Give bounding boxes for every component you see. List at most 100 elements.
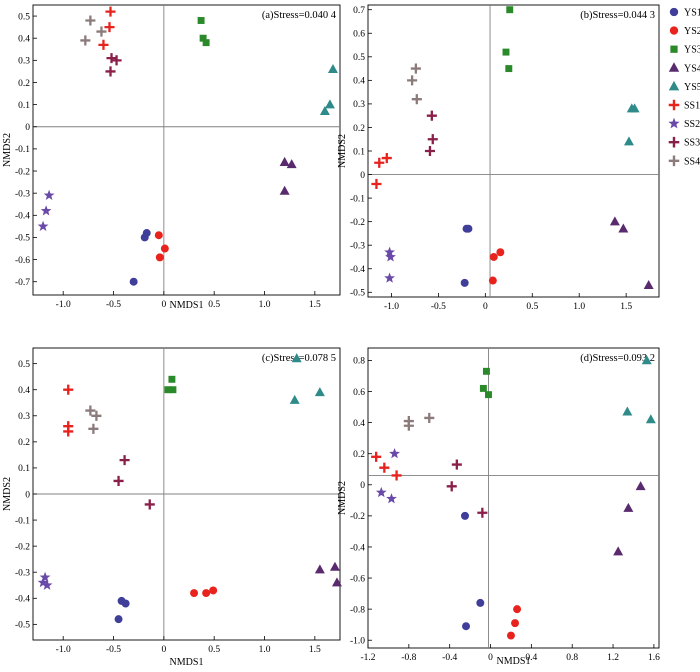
data-point-ys2 — [513, 605, 522, 614]
data-point-ss2 — [386, 493, 397, 504]
data-point-ys5 — [622, 406, 633, 416]
data-point-ys2 — [202, 589, 211, 598]
x-tick-label: 0.5 — [208, 645, 220, 655]
data-point-ys1 — [461, 511, 469, 520]
legend-marker — [670, 45, 678, 53]
plot-frame — [32, 4, 341, 296]
data-point-ss3 — [106, 53, 117, 64]
data-point-ys4 — [279, 185, 290, 195]
data-point-ys3 — [169, 386, 177, 394]
data-point-ss1 — [379, 462, 390, 473]
data-point-ys2 — [506, 631, 515, 640]
data-point-ys1 — [121, 599, 130, 608]
legend-item-ss4: SS4 — [668, 155, 700, 167]
y-tick-label: -1.0 — [350, 637, 365, 647]
y-tick-label: -0.1 — [15, 145, 30, 155]
data-point-ys4 — [635, 481, 646, 491]
y-tick-label: 0.7 — [353, 6, 365, 16]
data-point-ss4 — [411, 94, 422, 105]
legend-item-ss1: SS1 — [668, 99, 700, 112]
data-point-ss4 — [85, 15, 96, 26]
panel-c: -1.0 -0.5 0 0.5 1.0 1.5 -0.5 -0.4 -0.3 -0.2 -0.1 0 0… — [2, 347, 342, 668]
data-point-ss4 — [424, 412, 435, 423]
data-point-ss3 — [119, 455, 130, 466]
x-tick-label: -0.5 — [106, 300, 121, 310]
y-tick-label: -0.1 — [350, 194, 365, 204]
data-point-ss2 — [384, 246, 395, 257]
y-tick-label: -0.4 — [15, 595, 30, 605]
data-point-ys5 — [319, 106, 330, 116]
x-tick-label: -1.0 — [384, 302, 399, 312]
x-tick-label: 1.0 — [259, 300, 271, 310]
data-point-ys4 — [286, 159, 297, 169]
data-point-ss4 — [88, 423, 99, 434]
y-tick-label: -0.5 — [350, 289, 365, 299]
y-tick-label: -0.7 — [15, 278, 30, 288]
data-point-ys1 — [464, 224, 473, 233]
data-point-ss3 — [477, 507, 488, 518]
data-point-ys1 — [142, 229, 151, 238]
x-tick-label: 1.5 — [309, 645, 321, 655]
y-tick-label: -0.6 — [15, 256, 30, 266]
y-tick-label: 0.5 — [18, 360, 30, 370]
data-point-ss3 — [451, 459, 462, 470]
y-axis-label: NMDS2 — [2, 133, 13, 167]
data-point-ss3 — [144, 499, 155, 510]
x-tick-label: 1.6 — [648, 653, 660, 663]
y-tick-label: -0.3 — [350, 241, 365, 251]
data-point-ys2 — [496, 248, 505, 257]
y-tick-label: 0 — [360, 481, 365, 491]
data-point-ys5 — [645, 414, 656, 424]
legend-marker — [668, 80, 680, 91]
x-tick-label: -1.0 — [56, 300, 71, 310]
data-point-ys2 — [209, 586, 218, 595]
x-tick-label: 1.2 — [607, 653, 619, 663]
data-point-ss1 — [98, 39, 109, 50]
legend-marker — [668, 99, 680, 111]
x-tick-label: 0 — [488, 653, 493, 663]
y-tick-label: 0.5 — [353, 53, 365, 63]
x-tick-label: -0.5 — [431, 302, 446, 312]
y-tick-label: -0.3 — [15, 569, 30, 579]
legend-item-ys1: YS1 — [669, 8, 700, 19]
data-point-ss2 — [41, 579, 53, 590]
y-tick-label: 0.1 — [18, 101, 30, 111]
data-point-ss2 — [39, 571, 51, 583]
legend-label: YS2 — [684, 26, 700, 37]
data-point-ss2 — [375, 486, 387, 498]
x-axis-label: NMDS1 — [170, 657, 204, 668]
data-point-ys4 — [618, 223, 629, 233]
x-tick-label: 1.0 — [573, 302, 585, 312]
data-point-ys1 — [462, 622, 471, 631]
data-point-ss1 — [391, 470, 402, 481]
legend-label: SS4 — [684, 156, 700, 167]
x-tick-label: 0 — [161, 300, 166, 310]
data-point-ss4 — [96, 26, 107, 37]
x-axis-label: NMDS1 — [170, 300, 204, 311]
data-point-ys2 — [511, 619, 520, 628]
panel-title: (b)Stress=0.044 3 — [580, 10, 655, 21]
y-tick-label: 0.6 — [353, 388, 365, 398]
x-tick-label: -0.5 — [106, 645, 121, 655]
y-tick-label: -0.4 — [15, 212, 30, 222]
x-tick-label: 0 — [161, 645, 166, 655]
data-point-ys5 — [289, 394, 300, 404]
legend-marker — [669, 26, 679, 35]
data-point-ys5 — [641, 355, 652, 365]
y-tick-label: 0.3 — [353, 100, 365, 110]
panel-a: -1.0 -0.5 0 0.5 1.0 1.5 -0.7 -0.6 -0.5 -0.4 -0.3 -0… — [2, 4, 341, 311]
data-point-ys1 — [114, 615, 123, 624]
x-axis-label: NMDS1 — [497, 656, 531, 667]
data-point-ys5 — [314, 387, 325, 397]
x-tick-label: 1.5 — [309, 300, 321, 310]
y-tick-label: 0.4 — [353, 419, 365, 429]
data-point-ss2 — [389, 448, 400, 459]
data-point-ys1 — [476, 598, 485, 607]
legend-label: YS4 — [684, 63, 700, 74]
legend-item-ss2: SS2 — [668, 117, 700, 130]
panel-d: -1.2 -0.8 -0.4 0 0.4 0.8 1.2 1.6 -1.0 -0.8 -0.6 -0.… — [337, 347, 660, 667]
data-point-ss3 — [426, 110, 437, 121]
data-point-ss3 — [446, 481, 457, 492]
data-point-ys5 — [629, 103, 640, 113]
